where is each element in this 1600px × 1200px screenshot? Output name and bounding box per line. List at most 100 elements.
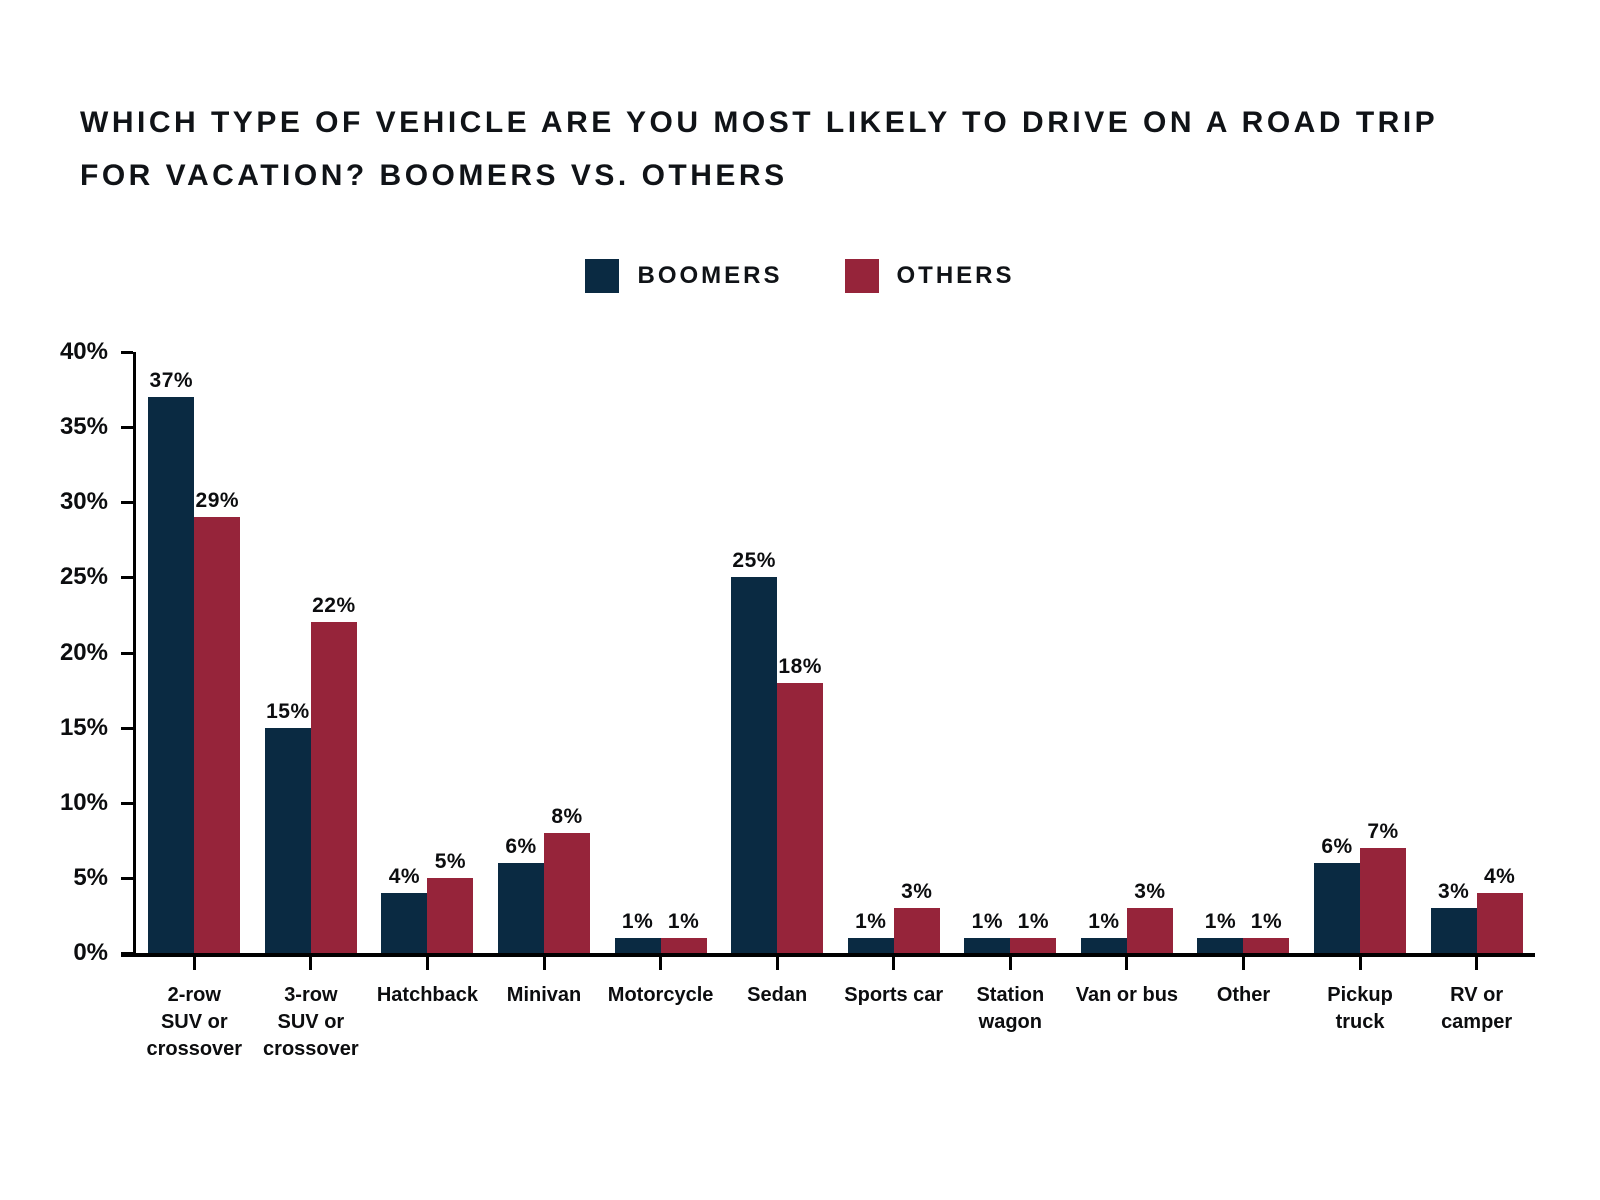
bar-boomers (1197, 937, 1244, 953)
bar-boomers (381, 892, 428, 953)
y-axis-line (133, 352, 136, 953)
category-cell: Motorcycle (602, 957, 719, 1063)
bar-container: 1% (1243, 909, 1290, 953)
bar-container: 1% (847, 909, 894, 953)
bar-others (1010, 937, 1057, 953)
bar-value-label: 25% (732, 549, 776, 573)
category-cell: Minivan (486, 957, 603, 1063)
category-cell: Other (1185, 957, 1302, 1063)
category-label: Van or bus (1075, 984, 1179, 1006)
category-label: Other (1216, 984, 1271, 1006)
bar-group: 1% 3% (1069, 880, 1186, 953)
y-axis-tick (121, 576, 133, 580)
y-axis-labels: 0% 5% 10% 15% 20% 25% 30% 35% 40% (0, 338, 108, 966)
bar-value-label: 1% (1250, 909, 1283, 933)
bar-value-label: 8% (551, 804, 583, 828)
x-axis-tick (1241, 957, 1245, 970)
bar-container: 6% (1314, 834, 1361, 953)
y-axis-tick (121, 651, 133, 655)
x-axis-tick (309, 957, 313, 970)
bar-value-label: 6% (1321, 834, 1353, 858)
y-axis-tick (121, 801, 133, 805)
bar-value-label: 3% (1134, 879, 1166, 903)
bar-container: 3% (893, 879, 940, 953)
x-axis-tick (775, 957, 779, 970)
chart-title: WHICH TYPE OF VEHICLE ARE YOU MOST LIKEL… (80, 96, 1520, 202)
category-cell: Sports car (835, 957, 952, 1063)
x-axis-tick (192, 957, 196, 970)
category-label: Motorcycle (607, 984, 714, 1006)
bar-value-label: 1% (855, 909, 887, 933)
x-axis-tick (1475, 957, 1479, 970)
bar-others (1360, 847, 1407, 953)
bar-boomers (1080, 937, 1127, 953)
category-cell: Station wagon (952, 957, 1069, 1063)
y-axis-label: 5% (73, 863, 108, 891)
bar-others (427, 877, 474, 953)
category-label: Sedan (747, 984, 808, 1006)
bar-value-label: 1% (667, 909, 700, 933)
x-axis-line (121, 953, 1535, 957)
bar-others (660, 937, 707, 953)
x-axis-tick (892, 957, 896, 970)
bar-boomers (731, 577, 778, 953)
bar-container: 7% (1360, 820, 1407, 953)
bar-boomers (264, 727, 311, 953)
category-cell: RV or camper (1418, 957, 1535, 1063)
category-cell: 2-row SUV or crossover (136, 957, 253, 1063)
legend-swatch-others-icon (844, 259, 879, 293)
y-axis-label: 20% (59, 638, 108, 666)
bar-container: 15% (264, 699, 311, 953)
legend-swatch-boomers-icon (585, 259, 620, 293)
y-axis-tick (121, 426, 133, 430)
category-label: RV or camper (1441, 984, 1513, 1033)
bar-others (310, 622, 357, 953)
legend-item-boomers: BOOMERS (585, 259, 782, 293)
x-axis-tick (542, 957, 546, 970)
bar-group: 4% 5% (369, 850, 486, 953)
bar-container: 4% (381, 864, 428, 953)
y-axis-tick (121, 501, 133, 505)
y-axis-label: 35% (59, 413, 108, 441)
y-axis-label: 40% (59, 338, 108, 365)
category-cell: Sedan (719, 957, 836, 1063)
bar-others (544, 832, 591, 953)
bar-group: 1% 1% (952, 910, 1069, 953)
category-cell: Pickup truck (1302, 957, 1419, 1063)
bar-value-label: 5% (434, 849, 467, 873)
category-label: Minivan (506, 984, 582, 1006)
bar-container: 22% (310, 594, 357, 953)
bar-group: 1% 1% (602, 910, 719, 953)
category-cell: Van or bus (1069, 957, 1186, 1063)
bar-container: 37% (148, 369, 195, 953)
bar-group: 1% 3% (835, 880, 952, 953)
bar-container: 3% (1430, 880, 1477, 953)
bar-container: 25% (731, 549, 778, 953)
plot-area: 37% 29% 15% 22% 4% 5% 6% 8% 1% 1% 25% 18% 1% 3% 1% 1% 1%… (136, 352, 1535, 953)
bar-container: 6% (498, 835, 545, 953)
bar-container: 1% (1010, 910, 1057, 953)
bar-group: 6% 7% (1302, 820, 1419, 953)
bar-container: 1% (964, 910, 1011, 953)
bar-boomers (964, 937, 1011, 953)
bar-value-label: 4% (388, 864, 421, 888)
legend: BOOMERS OTHERS (0, 259, 1600, 293)
bar-group: 25% 18% (719, 549, 836, 953)
category-label: Hatchback (376, 984, 479, 1006)
x-axis-tick (659, 957, 663, 970)
bar-group: 1% 1% (1185, 910, 1302, 953)
legend-label-others: OTHERS (896, 262, 1015, 289)
category-cell: 3-row SUV or crossover (253, 957, 370, 1063)
bar-group: 37% 29% (136, 369, 253, 953)
bar-boomers (148, 397, 195, 953)
bar-others (1126, 907, 1173, 953)
category-label: 2-row SUV or crossover (146, 984, 243, 1060)
bar-container: 5% (427, 849, 474, 953)
bar-value-label: 15% (266, 699, 310, 723)
bar-value-label: 1% (1088, 909, 1120, 933)
bar-others (1243, 937, 1290, 953)
bar-value-label: 3% (901, 879, 933, 903)
bar-value-label: 1% (1204, 909, 1237, 933)
chart-title-line1: WHICH TYPE OF VEHICLE ARE YOU MOST LIKEL… (80, 106, 1439, 139)
y-axis-label: 15% (59, 713, 108, 741)
